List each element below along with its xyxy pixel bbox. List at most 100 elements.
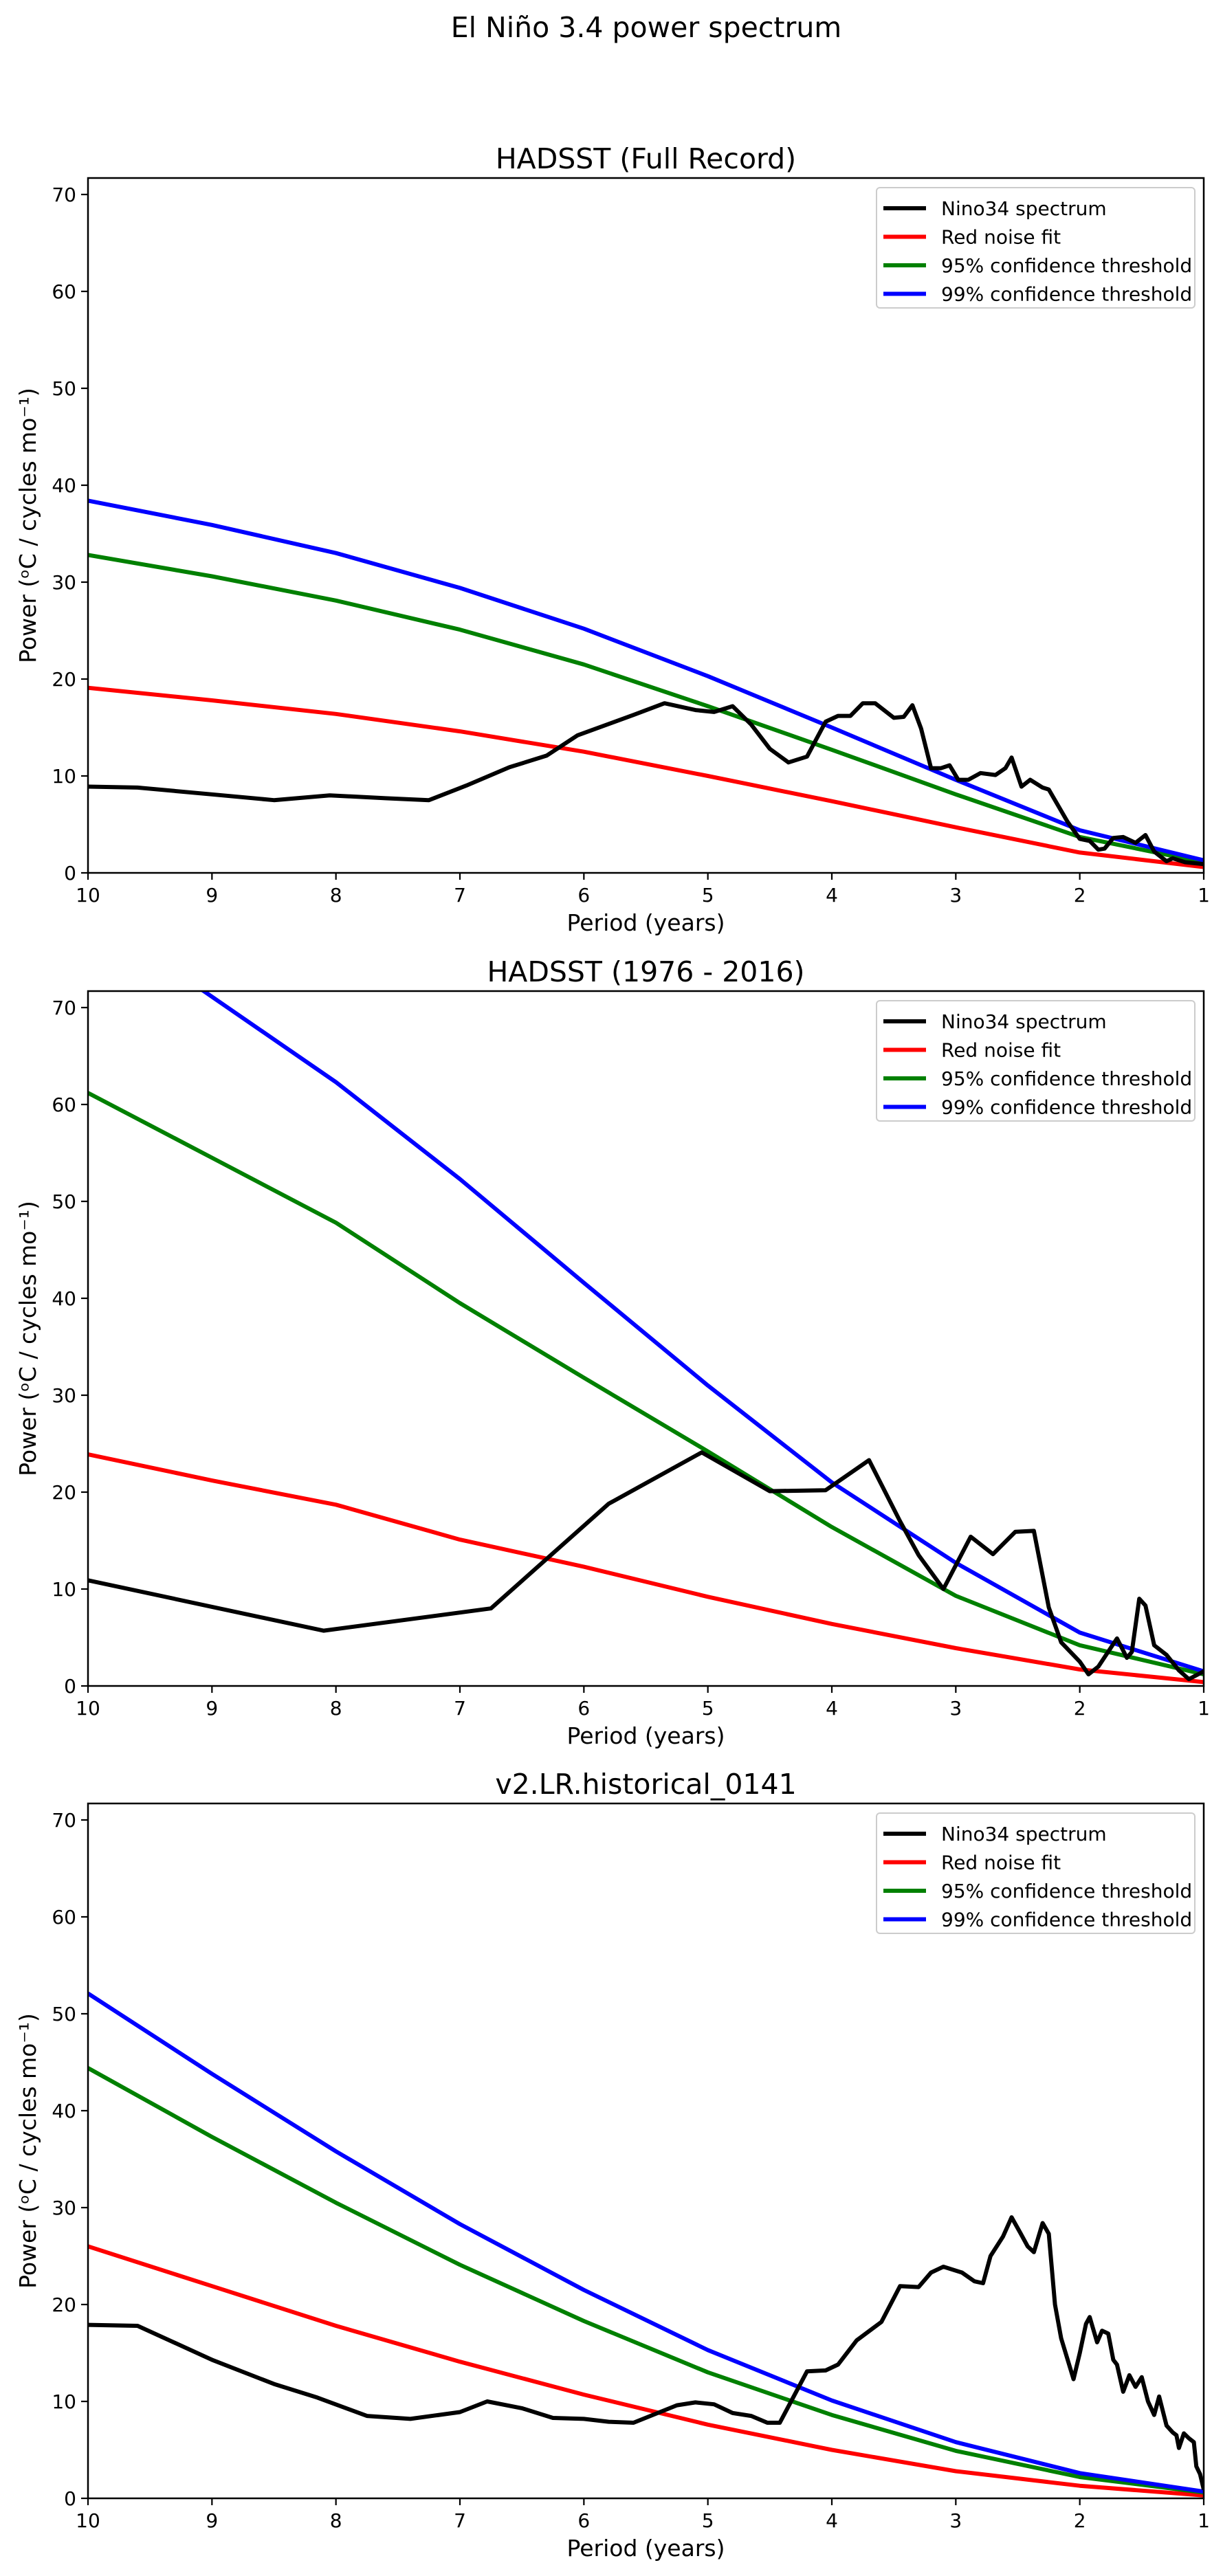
y-tick-label: 60 [52,1906,76,1929]
x-tick-label: 4 [826,884,838,907]
x-tick-label: 10 [76,2509,100,2532]
y-tick-label: 0 [64,1675,76,1698]
y-tick-label: 30 [52,2197,76,2219]
y-tick-label: 10 [52,1578,76,1601]
series-line-nino34-spectrum [88,1450,1204,1682]
panel-title: HADSST (1976 - 2016) [487,955,804,988]
x-tick-label: 3 [949,2509,962,2532]
chart-panel-1: HADSST (Full Record)10 9 8 7 6 5 4 3 2 1010203040… [14,142,1210,936]
y-axis-label: Power (ᵒC / cycles mo⁻¹) [14,1201,41,1476]
x-tick-label: 9 [206,884,218,907]
x-tick-label: 1 [1198,884,1210,907]
panel-title: HADSST (Full Record) [496,142,796,175]
series-line-red-noise-fit [88,1452,1204,1685]
legend-label: 95% confidence threshold [941,1880,1192,1902]
x-tick-label: 7 [454,884,466,907]
x-tick-label: 6 [577,884,590,907]
series-line-95-confidence-threshold [88,1091,1204,1677]
y-axis-label: Power (ᵒC / cycles mo⁻¹) [14,2013,41,2289]
x-tick-label: 8 [330,884,342,907]
x-tick-label: 9 [206,1697,218,1720]
legend: Nino34 spectrum Red noise fit 95% confiden… [876,1812,1196,1934]
x-axis-label: Period (years) [567,909,725,936]
y-tick-label: 0 [64,862,76,885]
x-tick-label: 9 [206,2509,218,2532]
x-tick-label: 4 [826,2509,838,2532]
y-tick-label: 50 [52,377,76,400]
y-tick-label: 50 [52,1190,76,1213]
legend-label: 99% confidence threshold [941,1096,1192,1119]
x-tick-label: 10 [76,1697,100,1720]
series-line-95-confidence-threshold [88,553,1204,865]
x-tick-label: 10 [76,884,100,907]
y-tick-label: 20 [52,1481,76,1504]
y-tick-label: 40 [52,1287,76,1310]
legend-label: Nino34 spectrum [941,1010,1107,1033]
y-tick-label: 60 [52,280,76,303]
legend-label: 95% confidence threshold [941,1067,1192,1090]
legend-label: Red noise fit [941,226,1061,249]
x-tick-label: 8 [330,1697,342,1720]
x-tick-label: 5 [702,884,714,907]
series-line-red-noise-fit [88,685,1204,869]
axes-frame [87,990,1205,1687]
y-tick-label: 40 [52,474,76,497]
legend-box [876,1812,1196,1934]
legend-label: Red noise fit [941,1852,1061,1874]
x-tick-label: 3 [949,884,962,907]
y-tick-label: 20 [52,668,76,691]
series-line-red-noise-fit [88,2244,1204,2498]
axes-frame [87,177,1205,874]
y-tick-label: 20 [52,2294,76,2316]
y-tick-label: 40 [52,2100,76,2122]
x-axis-label: Period (years) [567,1722,725,1749]
y-tick-label: 30 [52,1384,76,1407]
legend-label: 99% confidence threshold [941,283,1192,306]
y-tick-label: 70 [52,1809,76,1832]
x-tick-label: 7 [454,2509,466,2532]
legend-box [876,187,1196,309]
x-tick-label: 2 [1074,884,1086,907]
x-tick-label: 1 [1198,1697,1210,1720]
x-tick-label: 1 [1198,2509,1210,2532]
x-tick-label: 2 [1074,2509,1086,2532]
axes-frame [87,1802,1205,2500]
x-axis-label: Period (years) [567,2535,725,2562]
x-tick-label: 7 [454,1697,466,1720]
series-line-95-confidence-threshold [88,2066,1204,2495]
plot-area [88,991,1204,1685]
y-tick-label: 10 [52,2390,76,2413]
x-tick-label: 6 [577,1697,590,1720]
legend-label: 99% confidence threshold [941,1909,1192,1931]
series-line-nino34-spectrum [88,701,1204,867]
legend-label: 95% confidence threshold [941,254,1192,277]
x-tick-label: 3 [949,1697,962,1720]
y-tick-label: 60 [52,1093,76,1116]
legend-box [876,1000,1196,1122]
y-axis-label: Power (ᵒC / cycles mo⁻¹) [14,388,41,663]
y-tick-label: 50 [52,2003,76,2025]
x-tick-label: 5 [702,2509,714,2532]
y-tick-label: 10 [52,765,76,788]
series-line-99-confidence-threshold [88,1991,1204,2494]
x-tick-label: 5 [702,1697,714,1720]
x-tick-label: 6 [577,2509,590,2532]
legend: Nino34 spectrum Red noise fit 95% confiden… [876,187,1196,309]
series-line-99-confidence-threshold [88,498,1204,863]
panel-title: v2.LR.historical_0141 [495,1768,796,1801]
panels: HADSST (Full Record)10 9 8 7 6 5 4 3 2 1010203040… [14,142,1210,2562]
plot-area [88,498,1204,869]
series-line-99-confidence-threshold [200,991,1204,1674]
y-tick-label: 70 [52,184,76,206]
y-tick-label: 0 [64,2487,76,2510]
x-tick-label: 8 [330,2509,342,2532]
legend-label: Nino34 spectrum [941,1823,1107,1845]
legend-label: Red noise fit [941,1039,1061,1062]
y-tick-label: 70 [52,997,76,1019]
x-tick-label: 4 [826,1697,838,1720]
y-tick-label: 30 [52,571,76,594]
legend-label: Nino34 spectrum [941,197,1107,220]
